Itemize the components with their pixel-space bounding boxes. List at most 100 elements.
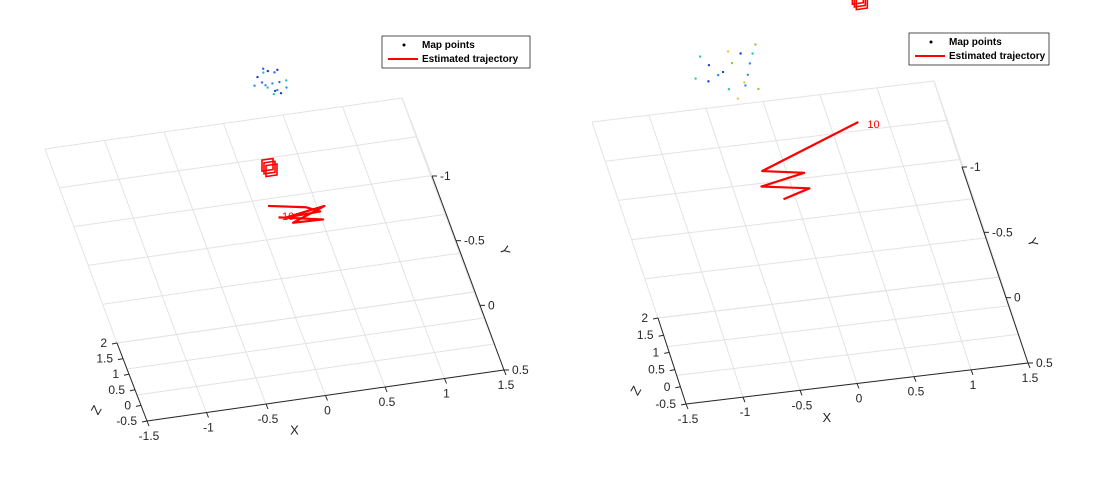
grid-line	[828, 297, 858, 384]
z-tick	[675, 386, 681, 389]
grid-line	[648, 115, 716, 312]
legend: Map points Estimated trajectory	[381, 35, 531, 69]
trajectory-series: 10	[261, 157, 326, 224]
grid-line	[88, 213, 446, 266]
camera-label: 10	[867, 119, 879, 131]
z-tick	[652, 317, 659, 320]
camera-frustum	[263, 160, 276, 175]
map-point	[256, 75, 259, 79]
map-point	[253, 84, 256, 87]
chart-panel-1: -1.5-1-0.500.511.5-0.500.511.52-1-0.500.…	[44, 35, 531, 443]
camera-frustums	[851, 0, 869, 11]
chart-panel-2: -1.5 -1 -0.5 0 0.5 1 1.5 -0.5 0 0.5 1 1.5 2 -1 -0.5 0 0.…	[591, 0, 1053, 426]
map-point	[726, 50, 730, 53]
grid-line	[591, 121, 659, 319]
map-point	[698, 55, 702, 58]
map-points-series	[694, 43, 760, 100]
grid-line	[876, 87, 944, 284]
map-point	[272, 92, 276, 96]
z-tick-label: 1.5	[637, 328, 654, 342]
x-tick-label: 0	[324, 404, 331, 418]
z-tick-label: -0.5	[116, 414, 137, 428]
grid-line	[885, 290, 915, 377]
grid-line	[657, 276, 1001, 319]
legend-label-map-points: Map points	[949, 37, 1002, 48]
x-tick	[799, 390, 803, 396]
z-tick-label: 0.5	[108, 383, 125, 397]
y-tick-label: -1	[440, 169, 451, 183]
z-axis-line	[657, 317, 687, 405]
map-point	[276, 68, 279, 72]
x-tick	[503, 369, 507, 376]
legend-box	[908, 32, 1050, 66]
grid-line	[644, 237, 987, 280]
z-tick	[117, 358, 124, 361]
grid-line	[354, 308, 386, 388]
x-tick	[1027, 362, 1031, 369]
x-tick-label: 0.5	[908, 385, 925, 399]
map-point	[266, 86, 269, 89]
y-tick-label: 0.5	[1036, 356, 1053, 370]
grid-line	[342, 106, 415, 301]
grid-line	[771, 304, 801, 391]
trajectory-line	[267, 204, 326, 224]
y-tick-label: -0.5	[464, 234, 485, 248]
x-tick-label: -0.5	[792, 398, 813, 412]
map-point	[266, 69, 270, 73]
x-tick	[384, 386, 388, 393]
z-tick	[680, 403, 687, 406]
trajectory-line	[760, 121, 859, 201]
grid-line	[676, 333, 1019, 376]
map-point	[707, 80, 710, 83]
map-point	[273, 89, 277, 93]
legend-marker-map-points	[402, 43, 406, 47]
grid-line	[762, 101, 830, 298]
tick-labels: -1.5 -1 -0.5 0 0.5 1 1.5 -0.5 0 0.5 1 1.5 2 -1 -0.5 0 0.…	[637, 160, 1053, 426]
grid-line	[295, 317, 326, 396]
x-axis-label: X	[822, 410, 831, 425]
map-point	[754, 43, 757, 46]
y-tick-label: 0	[488, 298, 495, 312]
grid-line	[102, 252, 460, 305]
z-tick	[664, 351, 670, 354]
legend-label-trajectory: Estimated trajectory	[422, 54, 519, 65]
map-point	[273, 71, 276, 74]
map-point	[744, 84, 747, 87]
grid-line	[44, 148, 118, 344]
camera-label: 10	[282, 211, 294, 223]
y-tick-label: 0.5	[512, 363, 529, 377]
trajectory-series: 10	[760, 0, 880, 201]
camera-frustum	[855, 0, 869, 11]
x-tick-label: 0.5	[379, 395, 396, 409]
z-tick-label: 0	[124, 398, 131, 412]
legend-label-trajectory: Estimated trajectory	[949, 51, 1046, 62]
x-axis-label: X	[290, 423, 299, 438]
x-tick	[913, 376, 917, 382]
map-point	[739, 52, 742, 55]
grid-line	[59, 136, 417, 189]
y-axis-label: Y	[1024, 235, 1041, 249]
z-tick	[111, 342, 118, 345]
grid-line	[116, 291, 475, 344]
x-tick	[685, 403, 689, 410]
x-tick	[856, 383, 860, 389]
z-tick-label: 1	[112, 367, 119, 381]
map-point	[271, 82, 274, 85]
x-tick	[146, 420, 150, 427]
map-point	[278, 80, 281, 84]
x-tick-label: -1.5	[678, 412, 699, 426]
y-tick-label: -1	[970, 160, 981, 174]
map-point	[746, 73, 749, 77]
camera-frustums	[261, 157, 278, 178]
axes	[657, 166, 1029, 405]
grid-line	[235, 325, 267, 405]
map-point	[694, 77, 697, 80]
grid-line	[591, 80, 935, 123]
x-tick-label: -1.5	[139, 429, 160, 443]
legend-marker-map-points	[929, 40, 933, 44]
grid-line	[933, 80, 963, 168]
x-tick	[742, 396, 746, 403]
y-tick-label: 0	[1014, 291, 1021, 305]
grid-line	[414, 300, 445, 379]
map-point	[736, 97, 740, 100]
